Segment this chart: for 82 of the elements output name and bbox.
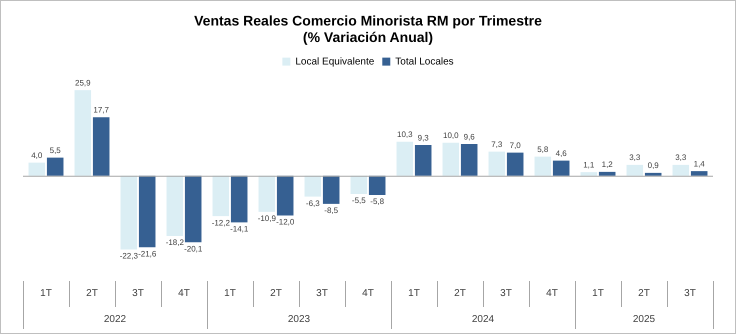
bar — [552, 160, 570, 176]
bar — [74, 90, 92, 176]
x-tick-label: 4T — [546, 288, 558, 299]
x-tick-label: 2T — [638, 288, 650, 299]
x-tick-label: 2T — [454, 288, 466, 299]
x-tick-label: 1T — [40, 288, 52, 299]
bar — [230, 176, 248, 222]
x-tick-label: 4T — [362, 288, 374, 299]
data-label: -22,3 — [120, 252, 138, 261]
bar — [368, 176, 386, 195]
text: 2024 — [472, 314, 495, 325]
x-tick-label: 1T — [592, 288, 604, 299]
bar — [690, 171, 708, 176]
data-label: -6,3 — [306, 198, 320, 208]
text: 2025 — [632, 314, 656, 325]
data-label: 17,7 — [93, 105, 110, 114]
x-tick-label: 3T — [684, 288, 696, 299]
data-label: 4,0 — [31, 150, 43, 160]
data-label: 1,4 — [694, 159, 706, 168]
bar — [626, 164, 644, 176]
data-label: -5,8 — [370, 197, 385, 206]
data-label: 3,3 — [629, 153, 641, 162]
data-label: 9,6 — [464, 132, 476, 142]
data-label: 9,3 — [418, 133, 430, 142]
bar — [276, 176, 294, 216]
x-tick-label: 2T — [86, 288, 98, 299]
x-tick-label: 3T — [132, 288, 144, 299]
bar — [92, 117, 110, 176]
legend-label: Total Locales — [395, 56, 454, 68]
bar — [212, 176, 230, 216]
bar — [488, 152, 506, 176]
text: 2022 — [104, 314, 127, 325]
data-label: -8,5 — [324, 206, 339, 216]
bar — [350, 176, 368, 194]
x-tick-label: 1T — [408, 288, 420, 299]
data-label: 0,9 — [648, 161, 660, 170]
bar — [644, 172, 662, 176]
x-tick-label: 1T — [224, 288, 236, 299]
bar — [534, 156, 552, 176]
data-label: 10,3 — [397, 130, 414, 139]
bar — [304, 176, 322, 197]
data-label: 5,5 — [50, 146, 62, 155]
x-tick-label: 3T — [500, 288, 512, 299]
data-label: -10,9 — [258, 214, 276, 224]
legend-label: Local Equivalente — [295, 56, 375, 68]
data-label: -12,2 — [212, 218, 230, 228]
bar — [258, 176, 276, 212]
data-label: -20,1 — [184, 244, 203, 254]
bar — [442, 142, 460, 176]
bar — [598, 172, 616, 176]
chart-title: Ventas Reales Comercio Minorista RM por Trimestre (% Variación Anual) — [194, 12, 542, 46]
bar — [184, 176, 202, 242]
bar — [506, 152, 524, 176]
data-label: 5,8 — [537, 144, 549, 154]
x-tick-label: 4T — [178, 288, 190, 299]
bar — [672, 164, 690, 176]
data-label: 7,3 — [491, 140, 503, 149]
bar — [322, 176, 340, 204]
x-tick-label: 2T — [270, 288, 282, 299]
data-label: 1,1 — [583, 160, 595, 170]
data-label: -14,1 — [230, 224, 249, 234]
data-label: -18,2 — [166, 238, 184, 248]
data-label: 10,0 — [443, 130, 460, 140]
x-tick-label: 3T — [316, 288, 328, 299]
bar — [414, 145, 432, 176]
data-label: 25,9 — [75, 78, 92, 88]
data-label: 3,3 — [675, 153, 687, 162]
bar — [120, 176, 138, 250]
data-label: -5,5 — [352, 196, 366, 206]
bar — [28, 162, 46, 176]
data-label: -21,6 — [138, 249, 157, 258]
data-label: 7,0 — [510, 140, 522, 150]
bar — [396, 142, 414, 176]
bar — [460, 144, 478, 176]
data-label: 1,2 — [602, 160, 614, 170]
bar — [166, 176, 184, 236]
bar — [46, 158, 64, 176]
bar — [580, 172, 598, 176]
bar — [138, 176, 156, 248]
text: 2023 — [288, 314, 311, 325]
data-label: -12,0 — [276, 218, 295, 227]
data-label: 4,6 — [556, 148, 568, 158]
